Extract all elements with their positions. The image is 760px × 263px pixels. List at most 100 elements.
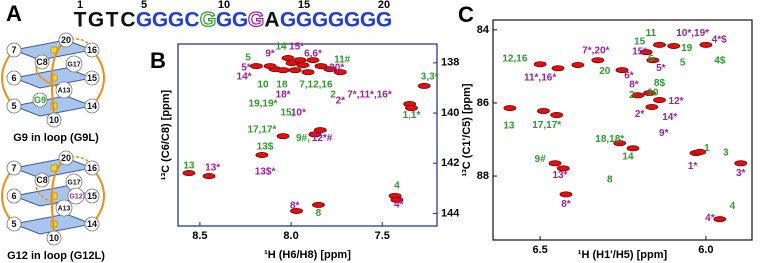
- peak: [693, 148, 707, 155]
- peak: [255, 151, 269, 158]
- residue-label: G17: [67, 61, 80, 68]
- peak-annotation: 15*: [289, 42, 304, 53]
- residue-label: 6: [11, 191, 16, 201]
- residue: [58, 150, 74, 166]
- sequence-letter: G: [344, 9, 360, 32]
- y-tick-label: 140: [441, 107, 459, 119]
- peak: [390, 196, 404, 203]
- peak-annotation: 17,17*: [532, 120, 561, 131]
- residue-label: A13: [58, 205, 71, 212]
- peak: [653, 97, 666, 104]
- peak-annotation: 6: [648, 54, 654, 65]
- peak: [417, 82, 431, 89]
- residue: [46, 230, 62, 246]
- x-tick-label: 8.0: [283, 230, 298, 242]
- residue: [6, 216, 22, 232]
- residue: [67, 187, 85, 205]
- peak-annotation: 12*#: [312, 133, 333, 144]
- residue: [84, 42, 100, 58]
- peak: [263, 63, 277, 70]
- peak-annotation: 12,16: [502, 54, 527, 65]
- residue: [6, 42, 22, 58]
- residue: [84, 216, 100, 232]
- peak: [288, 67, 302, 74]
- peak-annotation: 18: [276, 80, 288, 91]
- peak-annotation: 1: [704, 143, 710, 154]
- residue-label: 20: [61, 153, 71, 163]
- peak-annotation: 6*: [624, 71, 634, 82]
- peak-annotation: 13$: [257, 142, 274, 153]
- peak-annotation: 13: [503, 121, 515, 132]
- diagram-caption: G9 in loop (G9L): [13, 132, 99, 144]
- sequence-number: 15: [298, 0, 310, 11]
- residue-label: 10: [49, 233, 59, 243]
- peak: [639, 49, 653, 56]
- peak: [312, 201, 325, 208]
- peak: [333, 69, 347, 76]
- peak: [626, 145, 640, 152]
- sequence-letter: G: [328, 9, 344, 32]
- panel-label: A: [6, 1, 22, 26]
- sequence-letter: G: [280, 9, 296, 32]
- peak-annotation: 2: [629, 90, 635, 101]
- residue-label: G17: [67, 179, 80, 186]
- peak-annotation: 13: [183, 161, 195, 172]
- sequence-letter: G: [376, 9, 392, 32]
- peak: [314, 63, 328, 70]
- x-tick-label: 7.5: [375, 230, 390, 242]
- y-tick-label: 144: [441, 207, 460, 219]
- peak-annotation: 10*,19*: [676, 28, 709, 39]
- peak-annotation: 9*: [659, 128, 669, 139]
- peak-annotation: 7,12,16: [299, 80, 333, 91]
- peak-annotation: 8*: [290, 201, 300, 212]
- peak: [250, 63, 263, 70]
- peak: [643, 90, 656, 97]
- peak: [281, 55, 295, 62]
- sequence-letter: G: [296, 9, 312, 32]
- peak-annotation: 9#: [535, 154, 547, 165]
- peak-annotation: 14: [622, 152, 634, 163]
- peak-annotation: 8*: [561, 199, 571, 210]
- peak-annotation: 5*: [656, 63, 666, 74]
- peak: [533, 61, 547, 68]
- quadruplex-diagram: 20 7 16 C8 G17 6 15 A13 G9 5 10 14 G9 in loop (G9L): [1, 32, 105, 144]
- y-tick-label: 142: [441, 157, 459, 169]
- y-tick-label: 138: [441, 57, 459, 69]
- peak-annotation: 7*,11*,16*: [347, 90, 392, 101]
- peak: [559, 191, 573, 198]
- residue: [55, 199, 73, 217]
- peak: [591, 57, 605, 64]
- x-tick-label: 8.5: [192, 230, 207, 242]
- peak-annotation: 3,3*: [421, 72, 439, 83]
- peak-annotation: 20: [599, 66, 611, 77]
- peak: [296, 62, 310, 69]
- residue: [34, 172, 50, 188]
- sequence-letter: G: [248, 9, 264, 32]
- peak-annotation: 4*$: [712, 35, 727, 46]
- peak-annotation: 2: [330, 90, 336, 101]
- residue: [55, 81, 73, 99]
- x-axis-label: ¹H (H1'/H5) [ppm]: [578, 249, 668, 261]
- peak-annotation: 9#,: [296, 133, 310, 144]
- residue-label: 20: [61, 35, 71, 45]
- residue-label: 5: [11, 101, 16, 111]
- quadruplex-diagram: 20 7 16 C8 G17 6 15 A13 G12 5 10 14 G12 in loop (G12…: [1, 150, 105, 262]
- sequence-number: 20: [378, 0, 390, 11]
- peak-annotation: 17,17*: [247, 125, 276, 136]
- peak-annotation: 8$: [654, 78, 666, 89]
- residue-label: 16: [87, 163, 97, 173]
- residue-label: 14: [87, 219, 97, 229]
- y-tick-label: 86: [477, 97, 489, 109]
- peak-annotation: 6,6*: [304, 49, 322, 60]
- peak: [556, 165, 570, 172]
- peak-annotation: 18*: [276, 90, 291, 101]
- sequence-letter: T: [106, 9, 119, 32]
- residue: [34, 54, 50, 70]
- residue: [6, 188, 22, 204]
- peak-annotation: 19,19*: [249, 99, 278, 110]
- peak-annotation: 5*: [241, 63, 251, 74]
- residue: [6, 160, 22, 176]
- sequence-number: 10: [218, 0, 230, 11]
